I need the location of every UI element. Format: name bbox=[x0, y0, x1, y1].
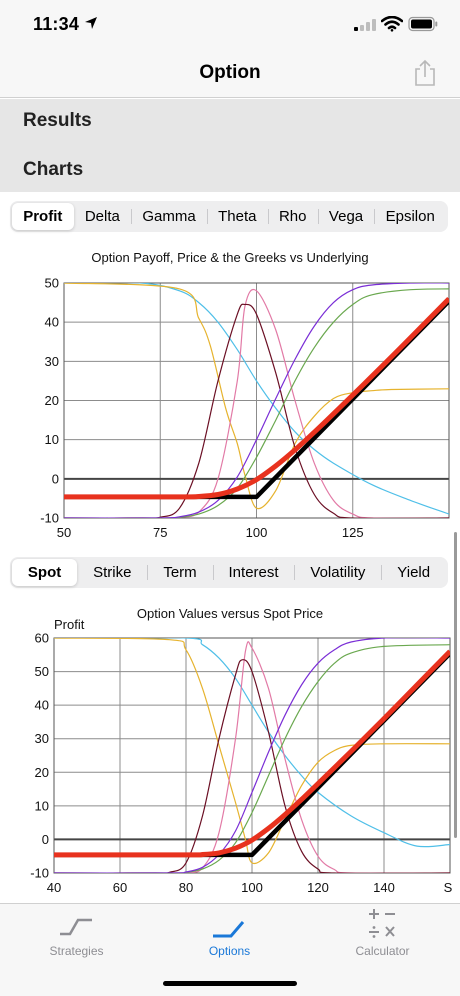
tab-options-label: Options bbox=[208, 944, 251, 958]
chart2-xlabel: S bbox=[444, 880, 453, 895]
calculator-icon bbox=[369, 909, 395, 938]
chart2-ytick-40: 40 bbox=[35, 698, 49, 713]
segment-vega[interactable]: Vega bbox=[317, 203, 375, 230]
chart1-ytick-40: 40 bbox=[45, 315, 59, 330]
segment-theta[interactable]: Theta bbox=[206, 203, 268, 230]
chart1-series-epsilon bbox=[64, 283, 449, 515]
chart2-ytick-60: 60 bbox=[35, 631, 49, 646]
tab-calculator[interactable]: Calculator bbox=[306, 904, 459, 964]
chart2-series-delta bbox=[54, 638, 450, 873]
tab-bar: Strategies Options Calculator bbox=[0, 903, 460, 996]
charts-section[interactable]: Charts bbox=[0, 145, 460, 192]
status-bar: 11:34 bbox=[0, 0, 460, 50]
chart1-title: Option Payoff, Price & the Greeks vs Und… bbox=[91, 250, 369, 265]
results-label: Results bbox=[23, 110, 92, 131]
segment-profit[interactable]: Profit bbox=[12, 203, 74, 230]
chart1-series-delta bbox=[64, 283, 449, 518]
cellular-signal-icon bbox=[354, 19, 376, 31]
segment-delta[interactable]: Delta bbox=[84, 208, 120, 225]
chart1-xtick-50: 50 bbox=[57, 525, 71, 540]
navigation-bar: Option bbox=[0, 50, 460, 98]
chart2-ytick-30: 30 bbox=[35, 731, 49, 746]
chart2-ytick--10: -10 bbox=[30, 866, 49, 881]
chart2-series-price bbox=[54, 649, 450, 858]
chart1-ytick-30: 30 bbox=[45, 354, 59, 369]
chart2-frame bbox=[53, 637, 451, 874]
chart1-frame bbox=[63, 282, 450, 519]
battery-icon bbox=[408, 16, 438, 32]
home-indicator bbox=[163, 981, 297, 986]
chart2-xtick-120: 120 bbox=[307, 880, 329, 895]
segment-volatility[interactable]: Volatility bbox=[294, 559, 381, 586]
chart2-series-theta bbox=[54, 638, 450, 865]
strategies-icon bbox=[60, 918, 92, 936]
location-arrow-icon bbox=[85, 17, 97, 29]
segment-rho[interactable]: Rho bbox=[267, 203, 318, 230]
variable-segmented-control: Spot Strike Term Interest Volatility Yie… bbox=[10, 557, 448, 588]
chart2-ytick-10: 10 bbox=[35, 798, 49, 813]
segment-interest[interactable]: Interest bbox=[212, 559, 295, 586]
chart1-ytick-50: 50 bbox=[45, 276, 59, 291]
segment-gamma[interactable]: Gamma bbox=[131, 203, 207, 230]
tab-strategies-label: Strategies bbox=[49, 944, 104, 958]
wifi-icon bbox=[381, 16, 403, 32]
chart1-series-price bbox=[64, 296, 449, 500]
segment-yield[interactable]: Yield bbox=[381, 559, 446, 586]
chart1-series-gamma bbox=[64, 303, 449, 518]
chart1-xtick-100: 100 bbox=[246, 525, 268, 540]
chart2-xtick-140: 140 bbox=[373, 880, 395, 895]
scroll-indicator[interactable] bbox=[454, 532, 457, 838]
charts-label: Charts bbox=[23, 159, 84, 180]
chart2-xtick-60: 60 bbox=[113, 880, 127, 895]
chart2-ytick-20: 20 bbox=[35, 765, 49, 780]
chart2-xtick-40: 40 bbox=[47, 880, 61, 895]
chart2-title: Option Values versus Spot Price bbox=[136, 606, 324, 621]
results-section[interactable]: Results bbox=[0, 99, 460, 145]
chart2-ylabel: Profit bbox=[54, 617, 85, 632]
tab-calculator-label: Calculator bbox=[355, 944, 410, 958]
chart1-ytick--10: -10 bbox=[40, 511, 59, 526]
page-title: Option bbox=[199, 62, 261, 83]
chart1-ytick-0: 0 bbox=[52, 471, 59, 486]
share-icon[interactable] bbox=[412, 58, 438, 88]
tab-strategies[interactable]: Strategies bbox=[0, 904, 153, 964]
chart1-ytick-10: 10 bbox=[45, 432, 59, 447]
chart2-ytick-50: 50 bbox=[35, 664, 49, 679]
chart2-series-gamma bbox=[54, 659, 450, 873]
segment-strike[interactable]: Strike bbox=[93, 564, 132, 581]
chart2-xtick-80: 80 bbox=[179, 880, 193, 895]
chart2-xtick-100: 100 bbox=[241, 880, 263, 895]
segment-term[interactable]: Term bbox=[147, 559, 212, 586]
greek-segmented-control: Profit Delta Gamma Theta Rho Vega Epsilo… bbox=[10, 201, 448, 232]
chart1-ytick-20: 20 bbox=[45, 393, 59, 408]
chart1-xtick-125: 125 bbox=[342, 525, 364, 540]
status-time: 11:34 bbox=[33, 14, 80, 34]
segment-spot[interactable]: Spot bbox=[12, 559, 78, 586]
tab-options[interactable]: Options bbox=[153, 904, 306, 964]
chart1-xtick-75: 75 bbox=[153, 525, 167, 540]
options-icon bbox=[213, 921, 245, 938]
segment-epsilon[interactable]: Epsilon bbox=[374, 203, 446, 230]
chart2-ytick-0: 0 bbox=[42, 832, 49, 847]
chart2-series-epsilon bbox=[54, 638, 450, 848]
